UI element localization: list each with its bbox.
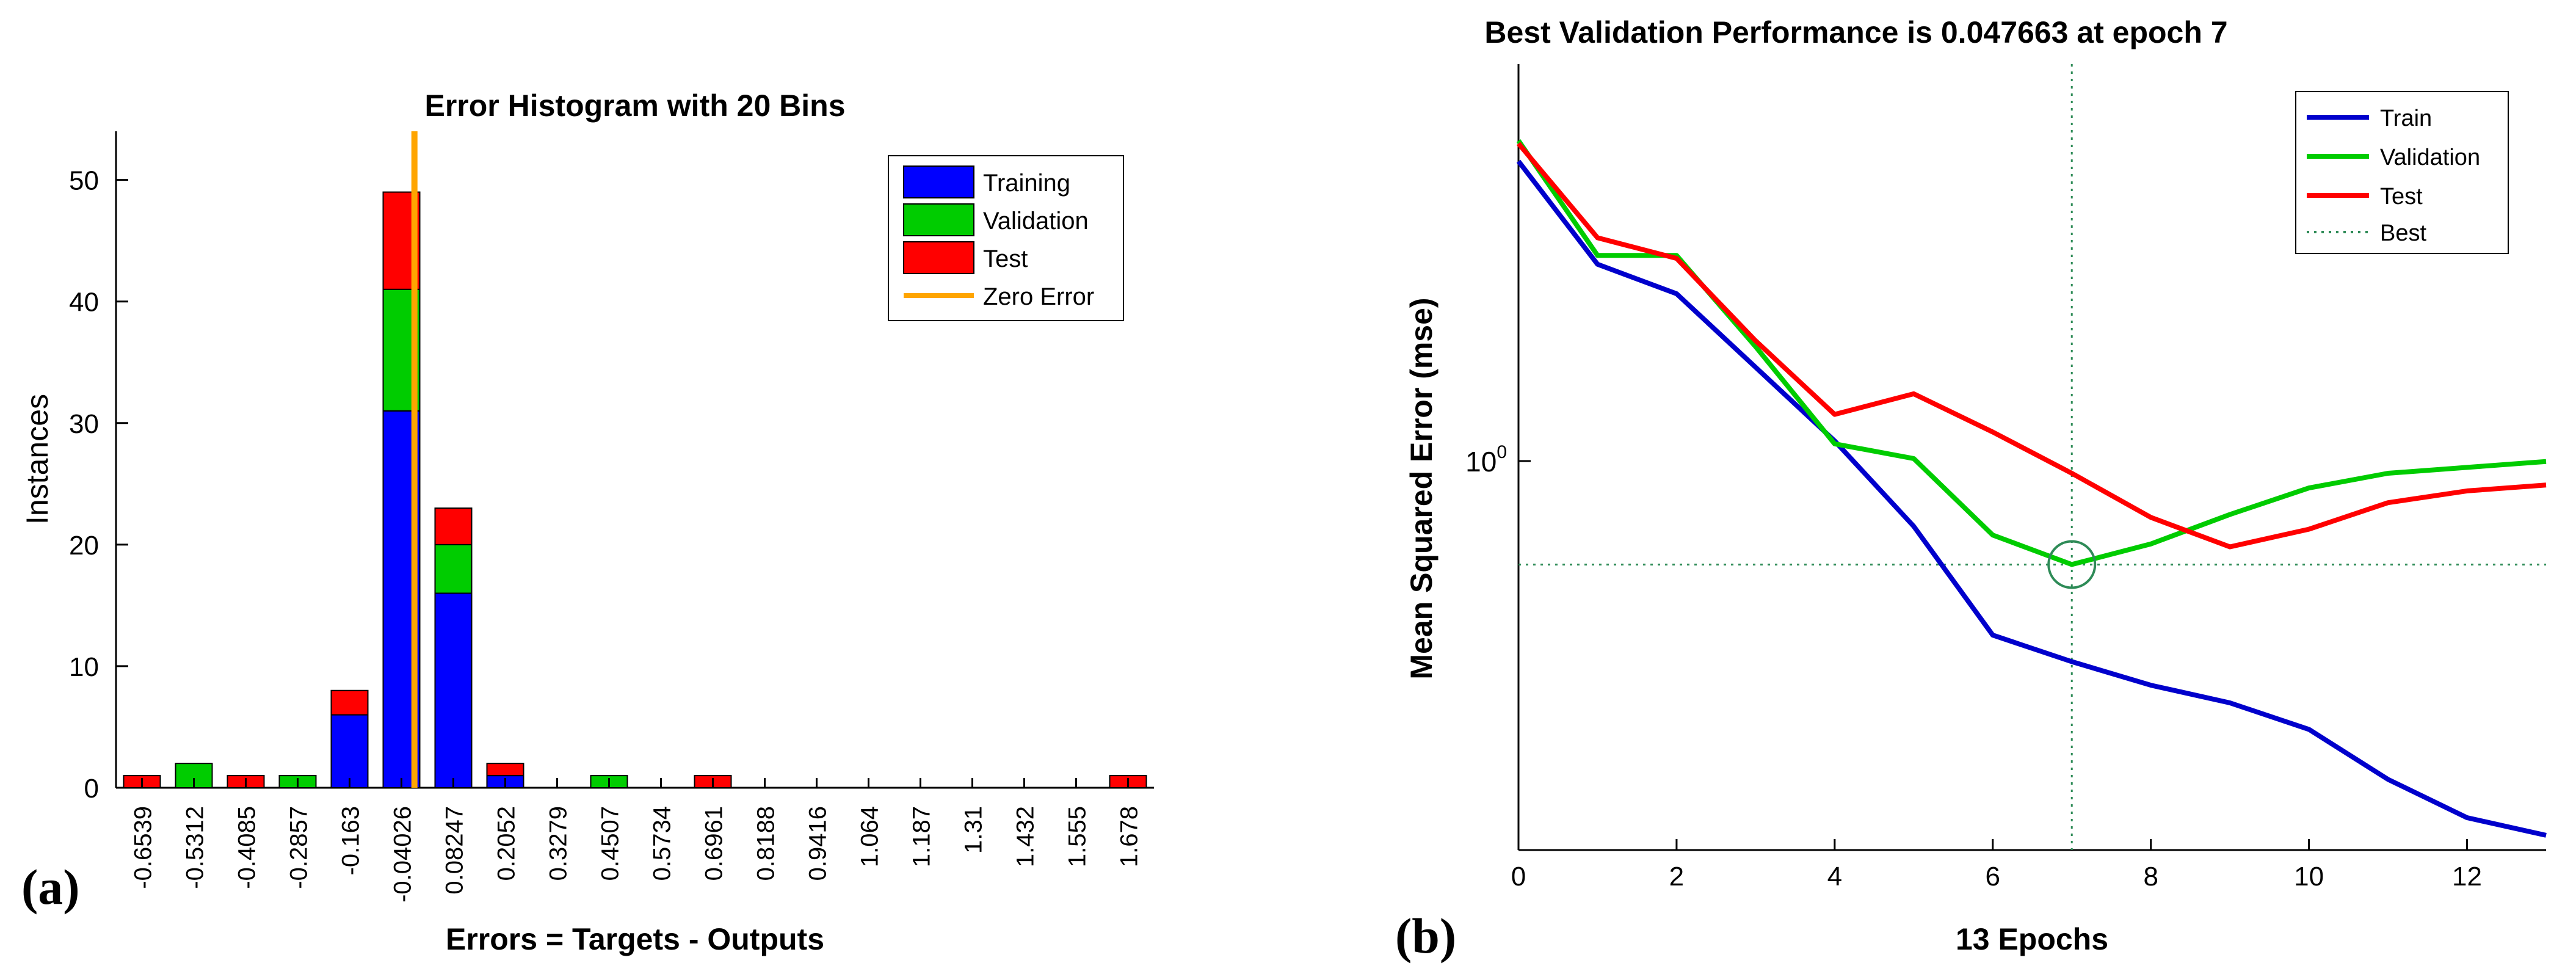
legend-label-test-b: Test bbox=[2380, 184, 2423, 209]
performance-lines bbox=[1516, 139, 2547, 838]
y-tick-label: 30 bbox=[69, 409, 99, 439]
performance-x-ticks: 0 2 4 6 8 10 12 bbox=[1511, 839, 2482, 892]
x-tick-label: 12 bbox=[2452, 862, 2482, 892]
x-tick-label: -0.04026 bbox=[390, 806, 416, 903]
legend-label-training: Training bbox=[983, 170, 1070, 197]
x-tick-label: 0.5734 bbox=[649, 806, 676, 881]
legend-label-validation-b: Validation bbox=[2380, 145, 2480, 170]
histogram-panel: Error Histogram with 20 Bins 0 10 20 30 40 50… bbox=[20, 89, 1154, 956]
histogram-x-label: Errors = Targets - Outputs bbox=[446, 922, 824, 956]
legend-swatch-validation bbox=[903, 203, 974, 236]
x-tick-label: 2 bbox=[1669, 862, 1684, 892]
panel-label-a: (a) bbox=[21, 859, 80, 915]
legend-swatch-training bbox=[903, 165, 974, 198]
x-tick-label: 4 bbox=[1827, 862, 1842, 892]
x-tick-label: 0.4507 bbox=[597, 806, 624, 881]
y-tick-label-1e0: 100 bbox=[1465, 442, 1507, 478]
x-tick-label: 1.064 bbox=[857, 806, 883, 867]
legend-swatch-test bbox=[903, 241, 974, 274]
x-tick-label: 0.08247 bbox=[441, 806, 468, 895]
x-tick-label: 6 bbox=[1986, 862, 2000, 892]
x-tick-label: 0 bbox=[1511, 862, 1526, 892]
performance-title: Best Validation Performance is 0.047663 … bbox=[1484, 15, 2227, 49]
x-tick-label: 10 bbox=[2294, 862, 2324, 892]
performance-y-ticks: 100 bbox=[1465, 442, 1531, 478]
x-tick-label: 1.432 bbox=[1012, 806, 1039, 867]
x-tick-label: 0.9416 bbox=[805, 806, 832, 881]
y-tick-label: 50 bbox=[69, 166, 99, 196]
y-tick-label: 10 bbox=[69, 652, 99, 682]
histogram-y-label: Instances bbox=[20, 394, 54, 525]
bar-test-7 bbox=[486, 763, 524, 777]
legend-label-best: Best bbox=[2380, 220, 2426, 246]
x-tick-label: -0.2857 bbox=[286, 806, 313, 889]
x-tick-label: -0.4085 bbox=[234, 806, 261, 889]
y-tick-label: 0 bbox=[84, 774, 99, 804]
legend-label-validation: Validation bbox=[983, 208, 1089, 234]
bar-test-6 bbox=[434, 507, 473, 545]
x-tick-label: 0.3279 bbox=[545, 806, 572, 881]
y-tick-label: 20 bbox=[69, 531, 99, 561]
performance-x-label: 13 Epochs bbox=[1956, 922, 2108, 956]
bar-training-6 bbox=[434, 592, 473, 789]
x-tick-label: 1.555 bbox=[1064, 806, 1091, 867]
histogram-x-ticks: -0.6539 -0.5312 -0.4085 -0.2857 -0.163 -0.040… bbox=[130, 778, 1143, 903]
x-tick-label: 0.2052 bbox=[493, 806, 520, 881]
histogram-title: Error Histogram with 20 Bins bbox=[424, 89, 845, 123]
x-tick-label: 1.187 bbox=[909, 806, 935, 867]
performance-y-label: Mean Squared Error (mse) bbox=[1404, 297, 1439, 679]
x-tick-label: -0.5312 bbox=[182, 806, 209, 889]
panel-label-b: (b) bbox=[1395, 908, 1456, 964]
performance-legend: Train Validation Test Best bbox=[2295, 91, 2509, 254]
bar-validation-6 bbox=[434, 543, 473, 594]
line-test bbox=[1516, 142, 2547, 550]
x-tick-label: 1.678 bbox=[1116, 806, 1143, 867]
bar-test-4 bbox=[330, 689, 369, 716]
best-marker bbox=[2047, 540, 2097, 589]
legend-label-zero-error: Zero Error bbox=[983, 283, 1094, 310]
bar-training-4 bbox=[330, 714, 369, 788]
y-tick-label: 40 bbox=[69, 288, 99, 318]
x-tick-label: 0.6961 bbox=[701, 806, 728, 881]
line-train bbox=[1516, 159, 2547, 838]
legend-label-test: Test bbox=[983, 245, 1028, 272]
x-tick-label: -0.6539 bbox=[130, 806, 157, 889]
x-tick-label: 8 bbox=[2143, 862, 2158, 892]
x-tick-label: 0.8188 bbox=[753, 806, 780, 881]
x-tick-label: 1.31 bbox=[960, 806, 987, 854]
histogram-legend: Training Validation Test Zero Error bbox=[888, 155, 1124, 321]
legend-label-train: Train bbox=[2380, 106, 2432, 131]
histogram-y-ticks: 0 10 20 30 40 50 bbox=[69, 166, 128, 804]
x-tick-label: -0.163 bbox=[338, 806, 365, 875]
performance-panel: Best Validation Performance is 0.047663 … bbox=[1395, 15, 2547, 964]
